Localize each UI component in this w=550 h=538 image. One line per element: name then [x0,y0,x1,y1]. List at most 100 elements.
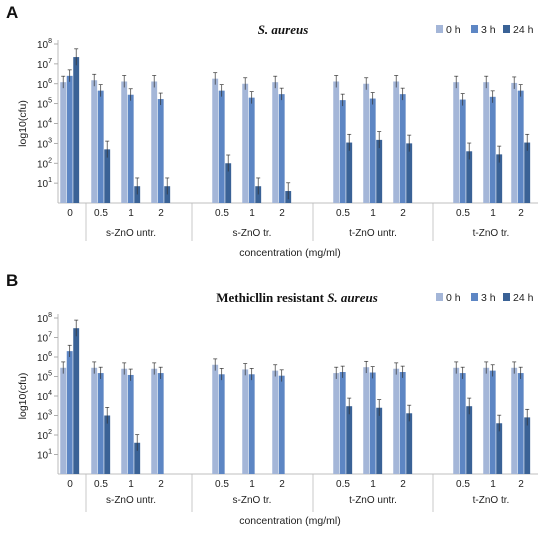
y-tick-base: 10 [37,139,49,150]
x-tick-label: 0.5 [94,208,108,219]
y-tick-label: 102 [37,157,52,170]
y-tick-exp: 4 [48,390,52,397]
bar-h24 [346,406,353,474]
bar-h0 [393,81,400,203]
x-axis-label: concentration (mg/ml) [239,247,341,259]
group-label: s-ZnO tr. [233,228,272,239]
legend-swatch-1 [471,25,478,33]
bar-h0 [333,81,340,203]
bar-h0 [60,82,67,203]
bar-h3 [218,374,225,474]
legend-swatch-2 [503,25,510,33]
y-axis-label: log10(cfu) [17,100,29,147]
bar-h24 [225,163,232,203]
x-tick-label: 1 [490,208,496,219]
y-tick-label: 108 [37,312,52,325]
x-tick-label: 0.5 [336,479,350,490]
bar-h3 [127,94,134,203]
y-tick-label: 103 [37,137,52,150]
bar-h24 [524,142,531,203]
y-tick-exp: 8 [48,312,52,319]
x-tick-label: 2 [279,208,285,219]
bar-h24 [73,328,80,474]
y-tick-label: 103 [37,410,52,423]
bar-h3 [339,100,346,203]
bar-h24 [496,154,503,203]
bar-h0 [483,82,490,203]
bar-h0 [121,81,128,203]
x-tick-label: 0.5 [336,208,350,219]
legend-swatch-1 [471,293,478,301]
y-tick-label: 106 [37,78,52,91]
chart-title: Methicllin resistant S. aureus [216,290,378,305]
y-tick-base: 10 [37,80,49,91]
bar-h24 [73,57,80,203]
panel-letter: B [6,271,18,290]
y-tick-base: 10 [37,120,49,131]
y-tick-base: 10 [37,314,49,325]
y-tick-base: 10 [37,159,49,170]
x-tick-label: 0.5 [456,208,470,219]
group-label: s-ZnO tr. [233,495,272,506]
chart-title: S. aureus [258,22,309,37]
group-label: t-ZnO untr. [349,495,397,506]
y-tick-exp: 6 [48,78,52,85]
bar-h3 [127,374,134,474]
bar-h24 [466,406,473,474]
bar-h24 [255,186,262,203]
bar-h3 [459,373,466,474]
y-tick-base: 10 [37,100,49,111]
y-tick-exp: 4 [48,118,52,125]
bar-h24 [466,151,473,203]
legend-swatch-2 [503,293,510,301]
x-tick-label: 2 [518,208,524,219]
y-tick-exp: 8 [48,38,52,45]
x-tick-label: 1 [128,479,134,490]
bar-h0 [272,82,279,203]
bar-h0 [333,373,340,474]
x-tick-label: 2 [400,479,406,490]
x-tick-label: 2 [400,208,406,219]
y-tick-label: 107 [37,332,52,345]
y-tick-base: 10 [37,373,49,384]
bar-h3 [517,373,524,474]
legend-swatch-0 [436,293,443,301]
bar-h0 [212,78,219,203]
y-tick-label: 104 [37,118,52,131]
y-tick-label: 106 [37,351,52,364]
y-tick-label: 101 [37,449,52,462]
legend-label-0: 0 h [446,24,461,36]
y-tick-exp: 7 [48,58,52,65]
bar-h3 [489,370,496,474]
bar-h3 [218,90,225,203]
bar-h3 [339,372,346,474]
y-tick-exp: 5 [48,98,52,105]
bar-h0 [363,367,370,474]
y-tick-label: 102 [37,429,52,442]
bar-h3 [517,90,524,203]
bar-h24 [134,186,141,203]
x-tick-label: 2 [279,479,285,490]
bar-h3 [369,372,376,474]
y-tick-exp: 5 [48,371,52,378]
bar-h0 [393,368,400,474]
y-tick-label: 104 [37,390,52,403]
group-label: t-ZnO tr. [473,228,510,239]
bar-h24 [104,149,111,203]
bar-h24 [524,417,531,474]
y-tick-base: 10 [37,451,49,462]
bar-h3 [369,98,376,203]
bars [60,48,531,203]
bar-h3 [399,94,406,203]
group-label: s-ZnO untr. [106,495,156,506]
x-tick-label: 1 [370,208,376,219]
bar-h24 [376,407,383,474]
bar-h3 [248,374,255,474]
y-tick-base: 10 [37,431,49,442]
bar-h24 [164,186,171,203]
y-tick-label: 101 [37,177,52,190]
chart-title-main: Methicllin resistant [216,290,327,305]
